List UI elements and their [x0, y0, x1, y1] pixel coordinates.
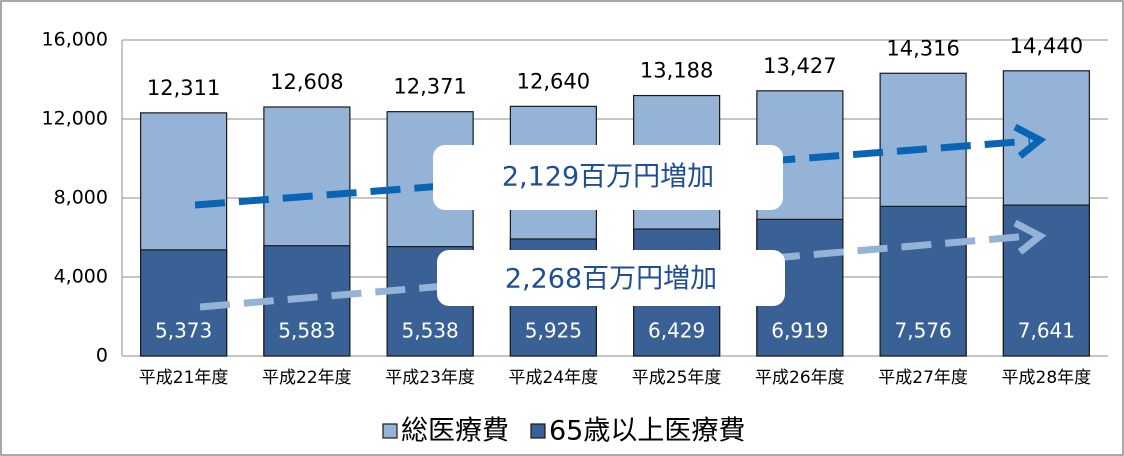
- y-tick-label: 0: [96, 345, 108, 367]
- y-tick-label: 8,000: [54, 187, 108, 209]
- x-tick-label: 平成24年度: [509, 368, 599, 388]
- x-tick-label: 平成21年度: [139, 368, 229, 388]
- x-tick-label: 平成27年度: [878, 368, 968, 388]
- value-label: 6,429: [648, 319, 705, 343]
- value-label: 14,316: [886, 36, 959, 60]
- legend-swatch: [382, 423, 398, 439]
- x-tick-label: 平成22年度: [262, 368, 352, 388]
- value-label: 13,427: [763, 54, 836, 78]
- value-label: 7,641: [1018, 319, 1075, 343]
- y-tick-label: 12,000: [42, 108, 108, 130]
- arrowhead: [1013, 123, 1047, 159]
- value-label: 12,608: [270, 70, 343, 94]
- x-tick-label: 平成25年度: [632, 368, 722, 388]
- value-label: 6,919: [771, 319, 828, 343]
- value-label: 12,640: [517, 69, 590, 93]
- value-label: 14,440: [1010, 34, 1083, 58]
- legend-label: 65歳以上医療費: [549, 416, 745, 447]
- bar: [1002, 204, 1090, 357]
- annotation-box: [437, 250, 785, 306]
- annotation-box: [433, 145, 783, 210]
- value-label: 12,371: [393, 75, 466, 99]
- x-tick-label: 平成23年度: [385, 368, 475, 388]
- value-label: 5,583: [278, 319, 335, 343]
- value-label: 5,538: [401, 319, 458, 343]
- annotation: 2,129百万円増加: [502, 162, 714, 193]
- y-tick-label: 16,000: [42, 29, 108, 51]
- value-label: 7,576: [894, 319, 951, 343]
- arrowhead: [1013, 219, 1047, 255]
- legend-swatch: [530, 423, 546, 439]
- value-label: 12,311: [147, 76, 220, 100]
- value-label: 5,925: [525, 319, 582, 343]
- value-label: 13,188: [640, 59, 713, 83]
- grid: 0 4,000 8,000 12,000 16,000 平成21年度 平成22年度 平成23年…: [42, 29, 1108, 388]
- legend-label: 総医療費: [401, 416, 509, 447]
- value-label: 5,373: [155, 319, 212, 343]
- legend: 総医療費 65歳以上医療費: [382, 416, 745, 447]
- annotations: 2,129百万円増加 2,268百万円増加: [194, 123, 1047, 311]
- x-tick-label: 平成26年度: [755, 368, 845, 388]
- y-tick-label: 4,000: [54, 266, 108, 288]
- annotation: 2,268百万円増加: [505, 264, 717, 295]
- bar: [879, 205, 967, 357]
- x-tick-label: 平成28年度: [1002, 368, 1092, 388]
